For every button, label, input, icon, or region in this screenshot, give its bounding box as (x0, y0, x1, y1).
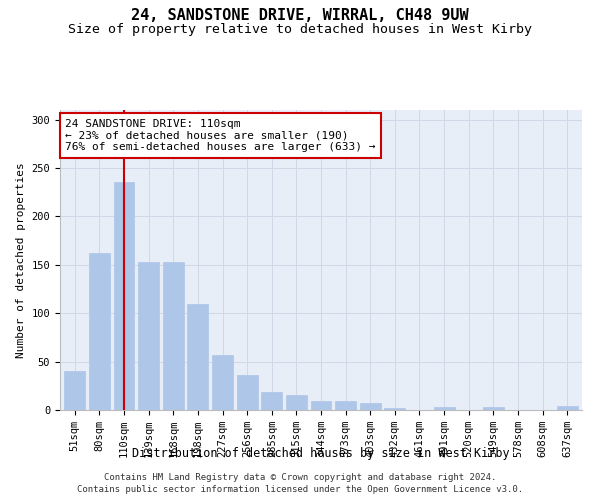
Bar (64, 372, 85, 410)
Bar (286, 394, 307, 410)
Bar (138, 262, 159, 410)
Text: Contains HM Land Registry data © Crown copyright and database right 2024.: Contains HM Land Registry data © Crown c… (104, 472, 496, 482)
Bar (261, 392, 282, 410)
Text: Distribution of detached houses by size in West Kirby: Distribution of detached houses by size … (132, 448, 510, 460)
Bar (557, 406, 578, 410)
Bar (385, 408, 406, 410)
Bar (434, 407, 455, 410)
Text: Size of property relative to detached houses in West Kirby: Size of property relative to detached ho… (68, 22, 532, 36)
Y-axis label: Number of detached properties: Number of detached properties (16, 162, 26, 358)
Bar (89, 253, 110, 410)
Bar (212, 355, 233, 410)
Bar (360, 403, 381, 410)
Bar (311, 402, 331, 410)
Bar (236, 375, 257, 410)
Text: Contains public sector information licensed under the Open Government Licence v3: Contains public sector information licen… (77, 485, 523, 494)
Text: 24, SANDSTONE DRIVE, WIRRAL, CH48 9UW: 24, SANDSTONE DRIVE, WIRRAL, CH48 9UW (131, 8, 469, 22)
Bar (113, 182, 134, 410)
Bar (163, 262, 184, 410)
Bar (483, 407, 504, 410)
Text: 24 SANDSTONE DRIVE: 110sqm
← 23% of detached houses are smaller (190)
76% of sem: 24 SANDSTONE DRIVE: 110sqm ← 23% of deta… (65, 119, 376, 152)
Bar (335, 402, 356, 410)
Bar (187, 304, 208, 410)
